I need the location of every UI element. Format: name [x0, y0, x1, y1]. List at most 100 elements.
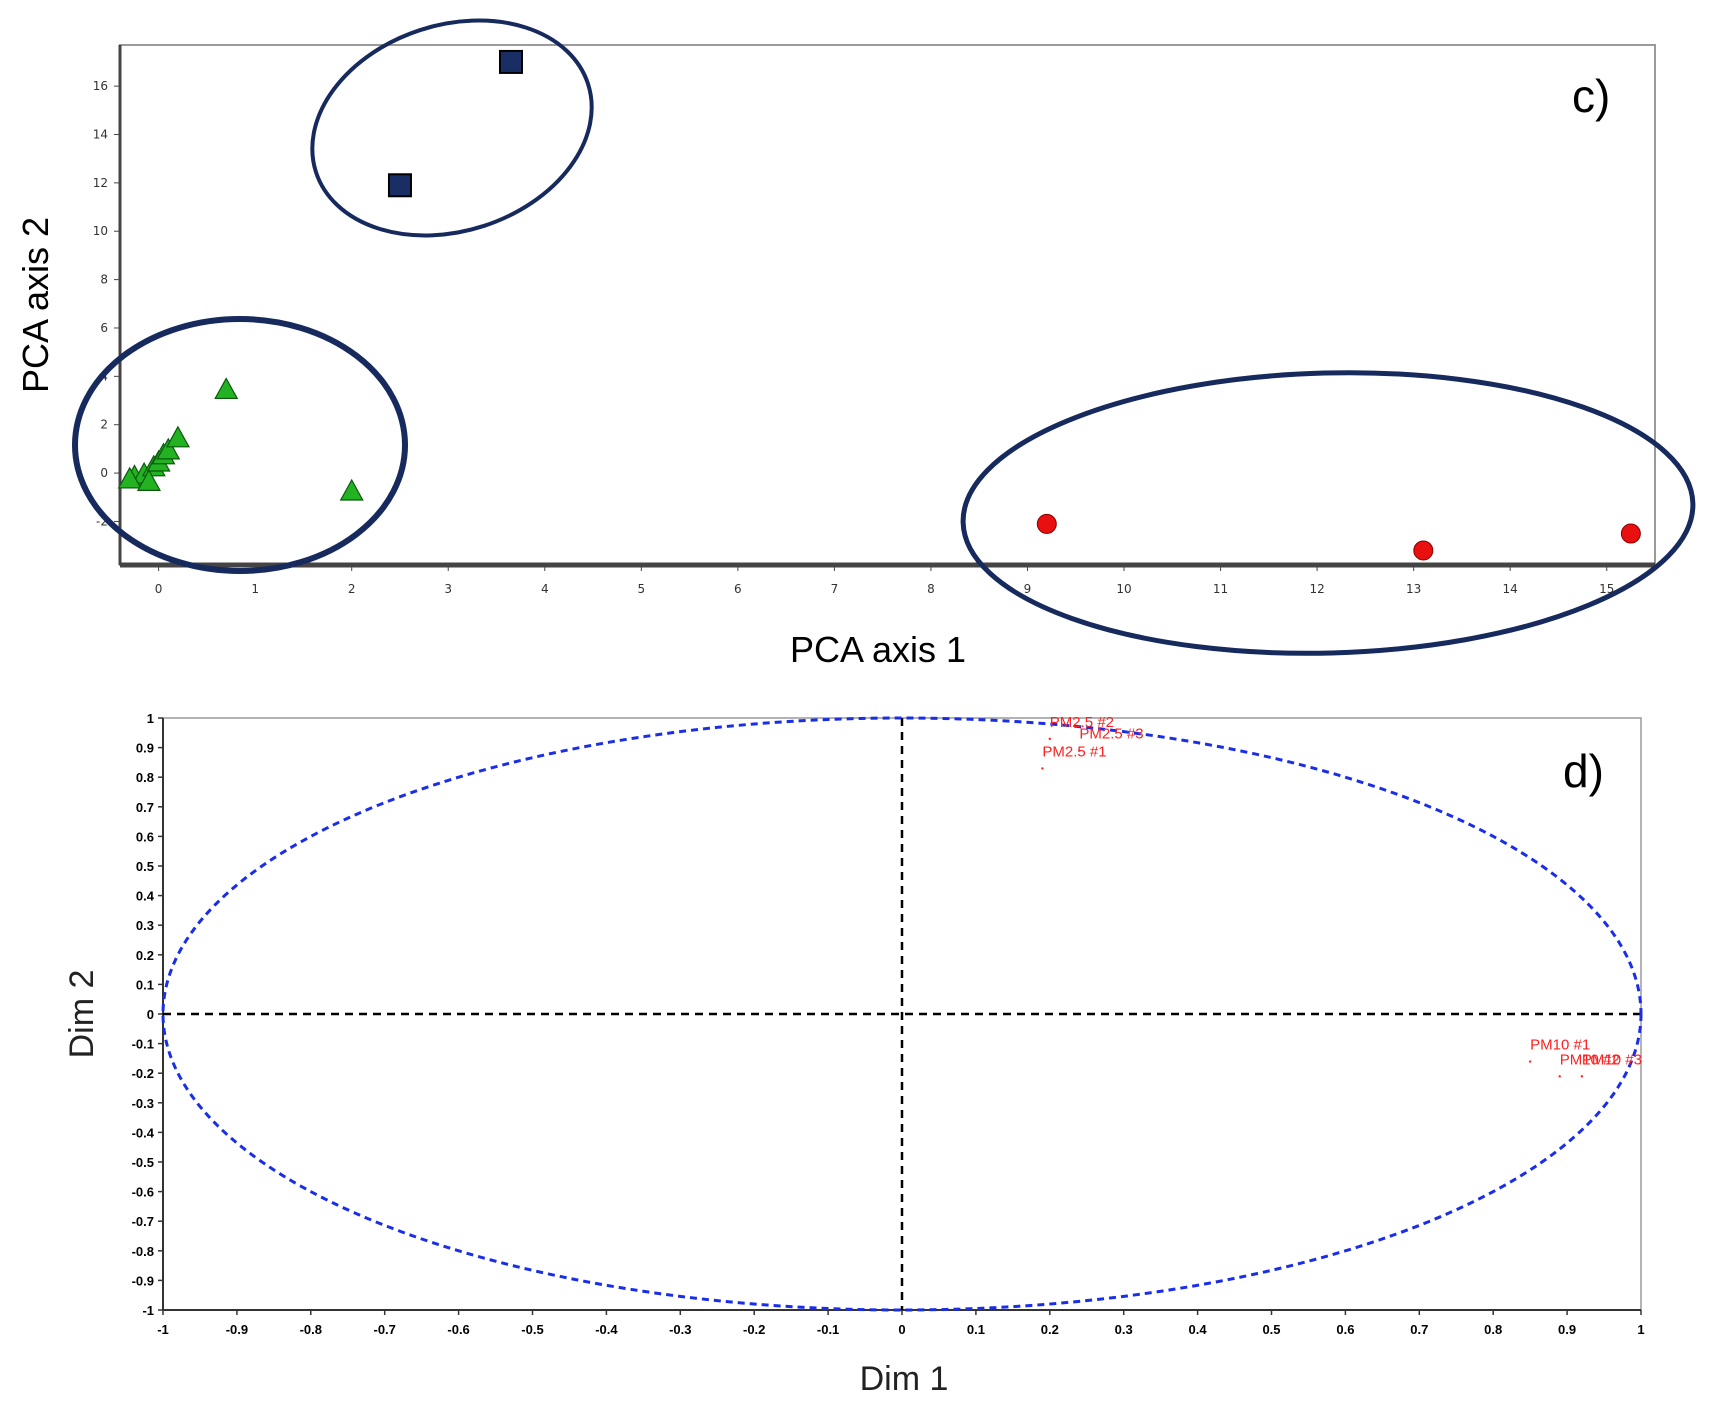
panel-c-x-tick-label: 3 [444, 582, 452, 596]
panel-d-y-tick-label: -0.6 [132, 1185, 154, 1200]
panel-d-x-tick-label: -0.8 [300, 1322, 322, 1337]
panel-d-x-tick-label: -0.6 [447, 1322, 469, 1337]
panel-d-y-ticks: 1 0.9 0.8 0.7 0.6 0.5 0.4 0.3 0.2 0.1 0 -0.1 -0.2 -0.… [132, 711, 163, 1318]
panel-c-x-tick-label: 2 [348, 582, 356, 596]
panel-d-y-tick-label: -0.8 [132, 1244, 154, 1259]
panel-d-x-tick-label: 0.3 [1115, 1322, 1133, 1337]
square-point [387, 173, 412, 198]
variable-label: PM2.5 #1 [1042, 743, 1106, 760]
circle-point [1620, 523, 1641, 544]
panel-d-x-tick-label: 1 [1637, 1322, 1644, 1337]
panel-c-x-tick-label: 13 [1406, 582, 1421, 596]
panel-d-x-tick-label: 0.9 [1558, 1322, 1576, 1337]
panel-d-x-tick-label: 0.2 [1041, 1322, 1059, 1337]
circle-point [1036, 513, 1057, 534]
panel-d-x-ticks: -1 -0.9 -0.8 -0.7 -0.6 -0.5 -0.4 -0.3 -0.2 -0.1 0 0… [157, 1310, 1645, 1337]
triangle-point [339, 478, 364, 501]
triangle-point [214, 377, 239, 400]
triangle-point [165, 425, 190, 448]
panel-d-x-tick-label: 0.4 [1189, 1322, 1208, 1337]
variable-point [1580, 1075, 1584, 1078]
panel-d-y-tick-label: 0.3 [136, 918, 154, 933]
panel-c-y-tick-label: 10 [93, 224, 108, 238]
panel-c-tag: c) [1572, 70, 1610, 122]
panel-c-plot-area [119, 44, 1656, 566]
panel-d-x-tick-label: -0.5 [521, 1322, 543, 1337]
cluster-outline-squares [310, 18, 594, 238]
panel-d-y-tick-label: 0.2 [136, 948, 154, 963]
panel-c-x-tick-label: 11 [1213, 582, 1228, 596]
panel-c-x-tick-label: 5 [638, 582, 646, 596]
triangle-point [136, 469, 161, 491]
panel-d-correlation-circle: -1 -0.9 -0.8 -0.7 -0.6 -0.5 -0.4 -0.3 -0.2 -0.1 0 0… [63, 711, 1645, 1398]
panel-c-x-tick-label: 14 [1503, 582, 1518, 596]
panel-d-y-tick-label: -0.7 [132, 1214, 154, 1229]
variable-label: PM2.5 #2 [1050, 714, 1114, 731]
panel-d-y-tick-label: 0.4 [136, 889, 155, 904]
panel-d-x-tick-label: -1 [157, 1322, 169, 1337]
correlation-circle [161, 716, 1643, 1312]
panel-d-y-tick-label: 0.5 [136, 859, 154, 874]
panel-c-y-tick-label: -2 [96, 514, 108, 528]
panel-c-x-tick-label: 4 [541, 582, 549, 596]
panel-c-y-tick-label: 16 [93, 79, 108, 93]
panel-d-y-tick-label: -0.3 [132, 1096, 154, 1111]
panel-c-y-tick-label: 2 [100, 418, 108, 432]
variable-point [1528, 1060, 1532, 1063]
panel-c-y-tick-label: 12 [93, 176, 108, 190]
panel-d-x-label: Dim 1 [860, 1360, 949, 1398]
panel-c-y-tick-label: 0 [100, 466, 108, 480]
panel-c-x-tick-label: 7 [831, 582, 839, 596]
panel-c-x-tick-label: 6 [734, 582, 742, 596]
panel-d-x-tick-label: -0.9 [226, 1322, 248, 1337]
panel-d-x-tick-label: 0.5 [1262, 1322, 1280, 1337]
variable-label: PM10 #2 [1560, 1051, 1620, 1068]
panel-d-y-tick-label: -0.5 [132, 1155, 154, 1170]
panel-d-x-tick-label: 0.1 [967, 1322, 985, 1337]
panel-d-x-tick-label: 0.8 [1484, 1322, 1502, 1337]
cluster-outline-triangles [72, 316, 408, 574]
variable-point [1048, 737, 1052, 741]
panel-c-y-label: PCA axis 2 [15, 217, 56, 393]
panel-d-x-tick-label: -0.1 [817, 1322, 839, 1337]
panel-d-y-tick-label: -0.2 [132, 1066, 154, 1081]
panel-d-y-tick-label: 0.9 [136, 741, 154, 756]
panel-c-x-tick-label: 15 [1599, 582, 1614, 596]
panel-c-x-label: PCA axis 1 [790, 629, 966, 670]
variable-label: PM10 #3 [1582, 1051, 1642, 1068]
panel-d-x-tick-label: 0 [898, 1322, 905, 1337]
panel-d-y-tick-label: -0.4 [132, 1125, 155, 1140]
panel-d-y-tick-label: 0.1 [136, 977, 154, 992]
panel-d-x-tick-label: 0.6 [1336, 1322, 1354, 1337]
panel-c-y-tick-label: 14 [93, 127, 108, 141]
circle-point [1413, 540, 1434, 561]
panel-c-points [117, 49, 1641, 561]
panel-d-x-tick-label: 0.7 [1410, 1322, 1428, 1337]
panel-d-y-label: Dim 2 [63, 970, 101, 1059]
panel-d-x-tick-label: -0.7 [373, 1322, 395, 1337]
variable-point [1078, 749, 1081, 752]
panel-d-y-tick-label: 0.7 [136, 800, 154, 815]
panel-d-y-tick-label: 0.8 [136, 770, 154, 785]
panel-d-x-tick-label: -0.3 [669, 1322, 691, 1337]
panel-d-x-tick-label: -0.4 [595, 1322, 618, 1337]
square-point [498, 49, 523, 74]
panel-d-tag: d) [1563, 745, 1604, 797]
panel-c-x-tick-label: 12 [1309, 582, 1324, 596]
panel-d-y-tick-label: -1 [142, 1303, 154, 1318]
triangle-point [156, 437, 181, 460]
panel-d-y-tick-label: -0.1 [132, 1037, 154, 1052]
panel-c-x-tick-label: 10 [1116, 582, 1131, 596]
variable-label: PM10 #1 [1530, 1037, 1590, 1054]
panel-c-y-tick-label: 8 [100, 273, 108, 287]
variable-label: PM2.5 #3 [1079, 726, 1143, 743]
panel-d-x-tick-label: -0.2 [743, 1322, 765, 1337]
cluster-outline-circles [960, 370, 1696, 656]
panel-d-y-tick-label: 0.6 [136, 829, 154, 844]
panel-c-x-ticks: 0 1 2 3 4 5 6 7 8 9 10 11 12 13 14 15 [155, 565, 1614, 596]
panel-d-y-tick-label: 1 [147, 711, 154, 726]
triangle-point [117, 466, 142, 489]
